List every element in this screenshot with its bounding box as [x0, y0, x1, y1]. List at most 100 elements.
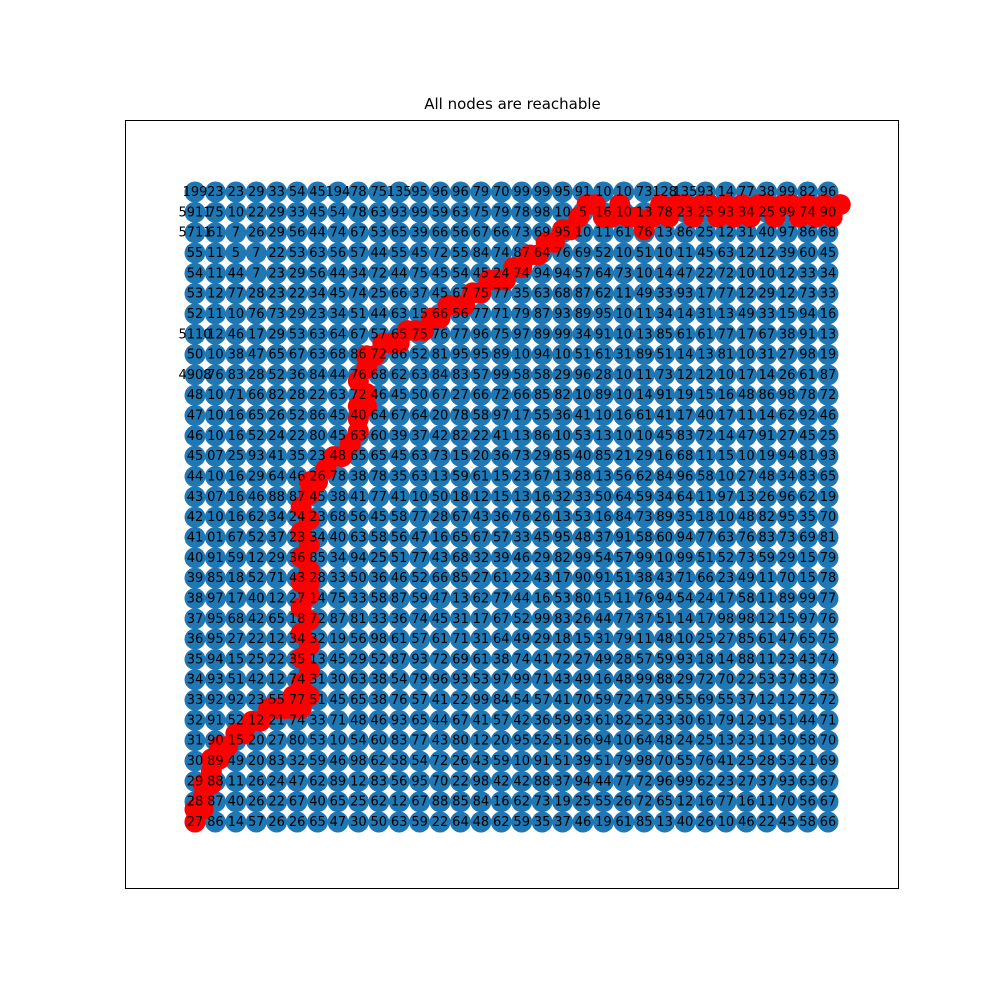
- graph-node: [286, 811, 308, 833]
- node-label: 77: [411, 734, 428, 749]
- graph-node: [776, 466, 798, 488]
- graph-node: [449, 242, 471, 264]
- graph-node: [654, 466, 676, 488]
- graph-node: [409, 425, 431, 447]
- graph-node: [225, 303, 247, 325]
- graph-node: [613, 628, 635, 650]
- node-label: 62: [473, 591, 490, 606]
- node-label: 57: [411, 632, 428, 647]
- node-label: 23: [309, 510, 326, 525]
- node-label: 89: [207, 754, 224, 769]
- node-label: 93: [554, 307, 571, 322]
- node-label: 54: [350, 734, 367, 749]
- node-label: 18: [554, 632, 571, 647]
- node-label: 52: [513, 612, 530, 627]
- graph-node: [470, 526, 492, 548]
- node-label: 54: [452, 266, 469, 281]
- graph-node: [776, 262, 798, 284]
- node-label: 34: [656, 490, 673, 505]
- graph-node: [592, 506, 614, 528]
- graph-node: [470, 445, 492, 467]
- graph-node: [429, 445, 451, 467]
- graph-node: [286, 364, 308, 386]
- graph-node: [245, 567, 267, 589]
- node-label: 85: [656, 327, 673, 342]
- node-label: 32: [473, 551, 490, 566]
- node-label: 23: [738, 734, 755, 749]
- graph-node: [715, 262, 737, 284]
- graph-node: [490, 750, 512, 772]
- graph-node: [531, 791, 553, 813]
- graph-node: [735, 303, 757, 325]
- node-label: 12: [248, 713, 265, 728]
- node-label: 16: [697, 795, 714, 810]
- node-label: 11: [758, 571, 775, 586]
- node-label: 13: [656, 815, 673, 830]
- node-label: 11: [616, 591, 633, 606]
- node-label: 51: [575, 348, 592, 363]
- graph-node: [633, 567, 655, 589]
- graph-node: [307, 364, 329, 386]
- graph-node: [388, 526, 410, 548]
- node-label: 64: [268, 470, 285, 485]
- graph-node: [674, 628, 696, 650]
- node-label: 63: [350, 530, 367, 545]
- graph-node: [307, 344, 329, 366]
- node-label: 29: [268, 205, 285, 220]
- graph-node: [633, 283, 655, 305]
- graph-node: [490, 242, 512, 264]
- graph-node: [817, 262, 839, 284]
- graph-node: [429, 587, 451, 609]
- node-label: 43: [554, 673, 571, 688]
- graph-node: [429, 222, 451, 244]
- graph-node: [184, 547, 206, 569]
- node-label: 63: [411, 470, 428, 485]
- node-label: 16: [432, 530, 449, 545]
- graph-node: [204, 222, 226, 244]
- node-label: 73: [534, 795, 551, 810]
- node-label: 58: [697, 470, 714, 485]
- graph-node: [470, 709, 492, 731]
- node-label: 11: [616, 287, 633, 302]
- node-label: 77: [616, 774, 633, 789]
- node-label: 65: [350, 449, 367, 464]
- node-label: 86: [350, 348, 367, 363]
- node-label: 66: [473, 388, 490, 403]
- node-label: 59: [758, 551, 775, 566]
- node-label: 99: [473, 693, 490, 708]
- graph-node: [511, 506, 533, 528]
- node-label: 72: [309, 612, 326, 627]
- node-label: 26: [758, 490, 775, 505]
- graph-node: [613, 526, 635, 548]
- node-label: 14: [677, 307, 694, 322]
- node-label: 49: [575, 673, 592, 688]
- graph-node: [715, 567, 737, 589]
- graph-node: [654, 323, 676, 345]
- node-label: 10: [616, 307, 633, 322]
- graph-node: [327, 242, 349, 264]
- graph-node: [735, 384, 757, 406]
- node-label: 75: [820, 632, 837, 647]
- node-label: 60: [799, 246, 816, 261]
- graph-node: [572, 364, 594, 386]
- graph-node: [817, 547, 839, 569]
- graph-node: [817, 709, 839, 731]
- node-label: 40: [350, 409, 367, 424]
- graph-node: [204, 323, 226, 345]
- node-label: 98: [473, 774, 490, 789]
- node-label: 25: [228, 449, 245, 464]
- node-label: 41: [656, 409, 673, 424]
- graph-node: [817, 770, 839, 792]
- graph-node: [307, 181, 329, 203]
- graph-node: [817, 486, 839, 508]
- node-label: 10: [718, 510, 735, 525]
- node-label: 77: [411, 510, 428, 525]
- node-label: 53: [575, 510, 592, 525]
- graph-node: [654, 628, 676, 650]
- graph-node: [347, 811, 369, 833]
- graph-node: [776, 283, 798, 305]
- node-label: 12: [738, 246, 755, 261]
- graph-node: [368, 770, 390, 792]
- graph-node: [409, 648, 431, 670]
- node-label: 77: [820, 591, 837, 606]
